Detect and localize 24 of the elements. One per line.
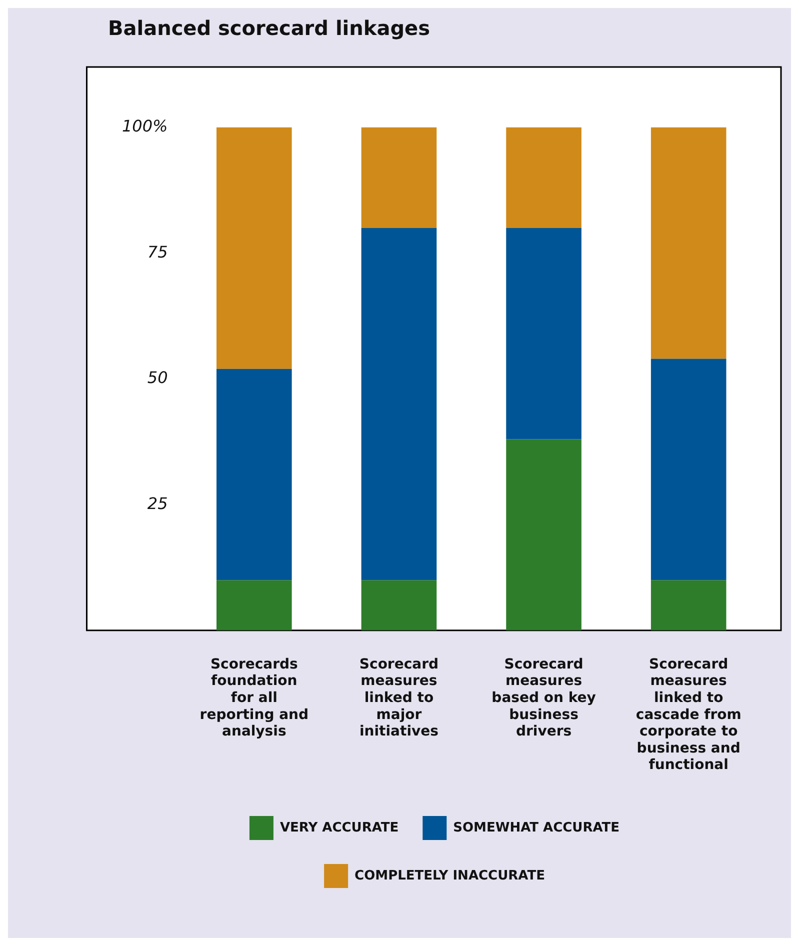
bar [506, 439, 582, 630]
chart-title: Balanced scorecard linkages [108, 16, 430, 40]
bar [216, 580, 292, 630]
x-tick-label: Scorecards foundation for all reporting and analysis [200, 656, 309, 740]
bar [650, 580, 726, 630]
y-tick-label: 50 [147, 368, 168, 388]
legend-label: SOMEWHAT ACCURATE [453, 820, 620, 836]
bar [216, 127, 292, 369]
y-tick-label: 75 [147, 242, 168, 262]
bar [650, 127, 726, 359]
legend-label: COMPLETELY INACCURATE [354, 868, 545, 884]
bar [361, 127, 437, 228]
x-tick-label: Scorecard measures linked to cascade from corporate to business and functional [636, 656, 742, 774]
bar [216, 368, 292, 580]
bar [361, 580, 437, 630]
legend-label: VERY ACCURATE [280, 820, 399, 836]
bar [506, 127, 582, 228]
bar [506, 228, 582, 440]
x-tick-label: Scorecard measures linked to major initiatives [359, 656, 439, 740]
x-tick-label: Scorecard measures based on key business drivers [492, 656, 596, 740]
y-tick-label: 25 [147, 494, 168, 513]
y-tick-label: 100% [122, 116, 168, 136]
bar [361, 228, 437, 580]
bar [650, 358, 726, 580]
